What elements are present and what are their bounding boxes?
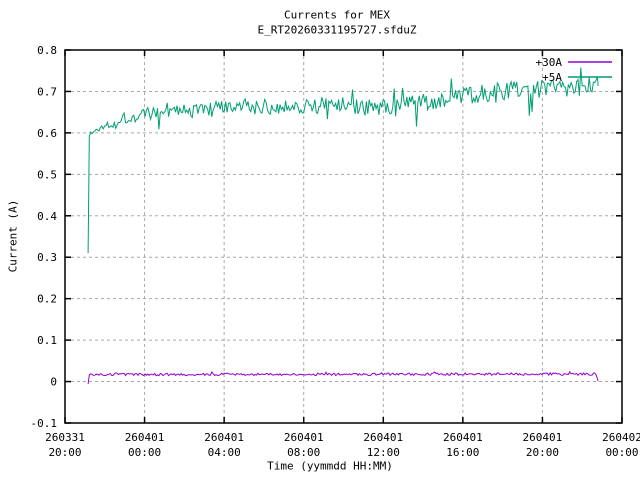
legend-label-30a: +30A (536, 56, 563, 69)
chart-title: Currents for MEX (284, 8, 390, 22)
x-tick-label-time: 16:00 (446, 446, 479, 459)
y-tick-label: 0.7 (37, 85, 57, 98)
y-tick-label: 0.8 (37, 44, 57, 57)
y-tick-label: 0.4 (37, 210, 57, 223)
x-tick-label-date: 260331 (45, 431, 85, 444)
x-tick-label-time: 00:00 (128, 446, 161, 459)
x-axis-label: Time (yymmdd HH:MM) (267, 459, 393, 473)
y-tick-label: 0.6 (37, 127, 57, 140)
x-tick-label-date: 260402 (602, 431, 640, 444)
x-tick-label-time: 20:00 (48, 446, 81, 459)
plot-border (64, 49, 623, 424)
y-tick-label: 0.3 (37, 251, 57, 264)
x-tick-label-date: 260401 (284, 431, 324, 444)
x-tick-label-date: 260401 (523, 431, 563, 444)
x-tick-label-date: 260401 (204, 431, 244, 444)
x-tick-label-date: 260401 (443, 431, 483, 444)
x-tick-label-time: 04:00 (208, 446, 241, 459)
x-tick-label-time: 00:00 (605, 446, 638, 459)
x-tick-label-time: 08:00 (287, 446, 320, 459)
legend-label-5a: +5A (542, 71, 562, 84)
y-tick-label: 0.1 (37, 334, 57, 347)
series-line-5a (87, 67, 599, 254)
y-tick-label: 0.2 (37, 293, 57, 306)
x-tick-label-time: 12:00 (367, 446, 400, 459)
x-tick-label-time: 20:00 (526, 446, 559, 459)
series-line-30a (87, 370, 599, 385)
x-tick-label-date: 260401 (363, 431, 403, 444)
chart-subtitle: E_RT20260331195727.sfduZ (257, 23, 417, 37)
y-tick-label: 0 (50, 376, 57, 389)
y-tick-label: 0.5 (37, 168, 57, 181)
x-tick-label-date: 260401 (125, 431, 165, 444)
y-tick-label: -0.1 (31, 417, 58, 430)
